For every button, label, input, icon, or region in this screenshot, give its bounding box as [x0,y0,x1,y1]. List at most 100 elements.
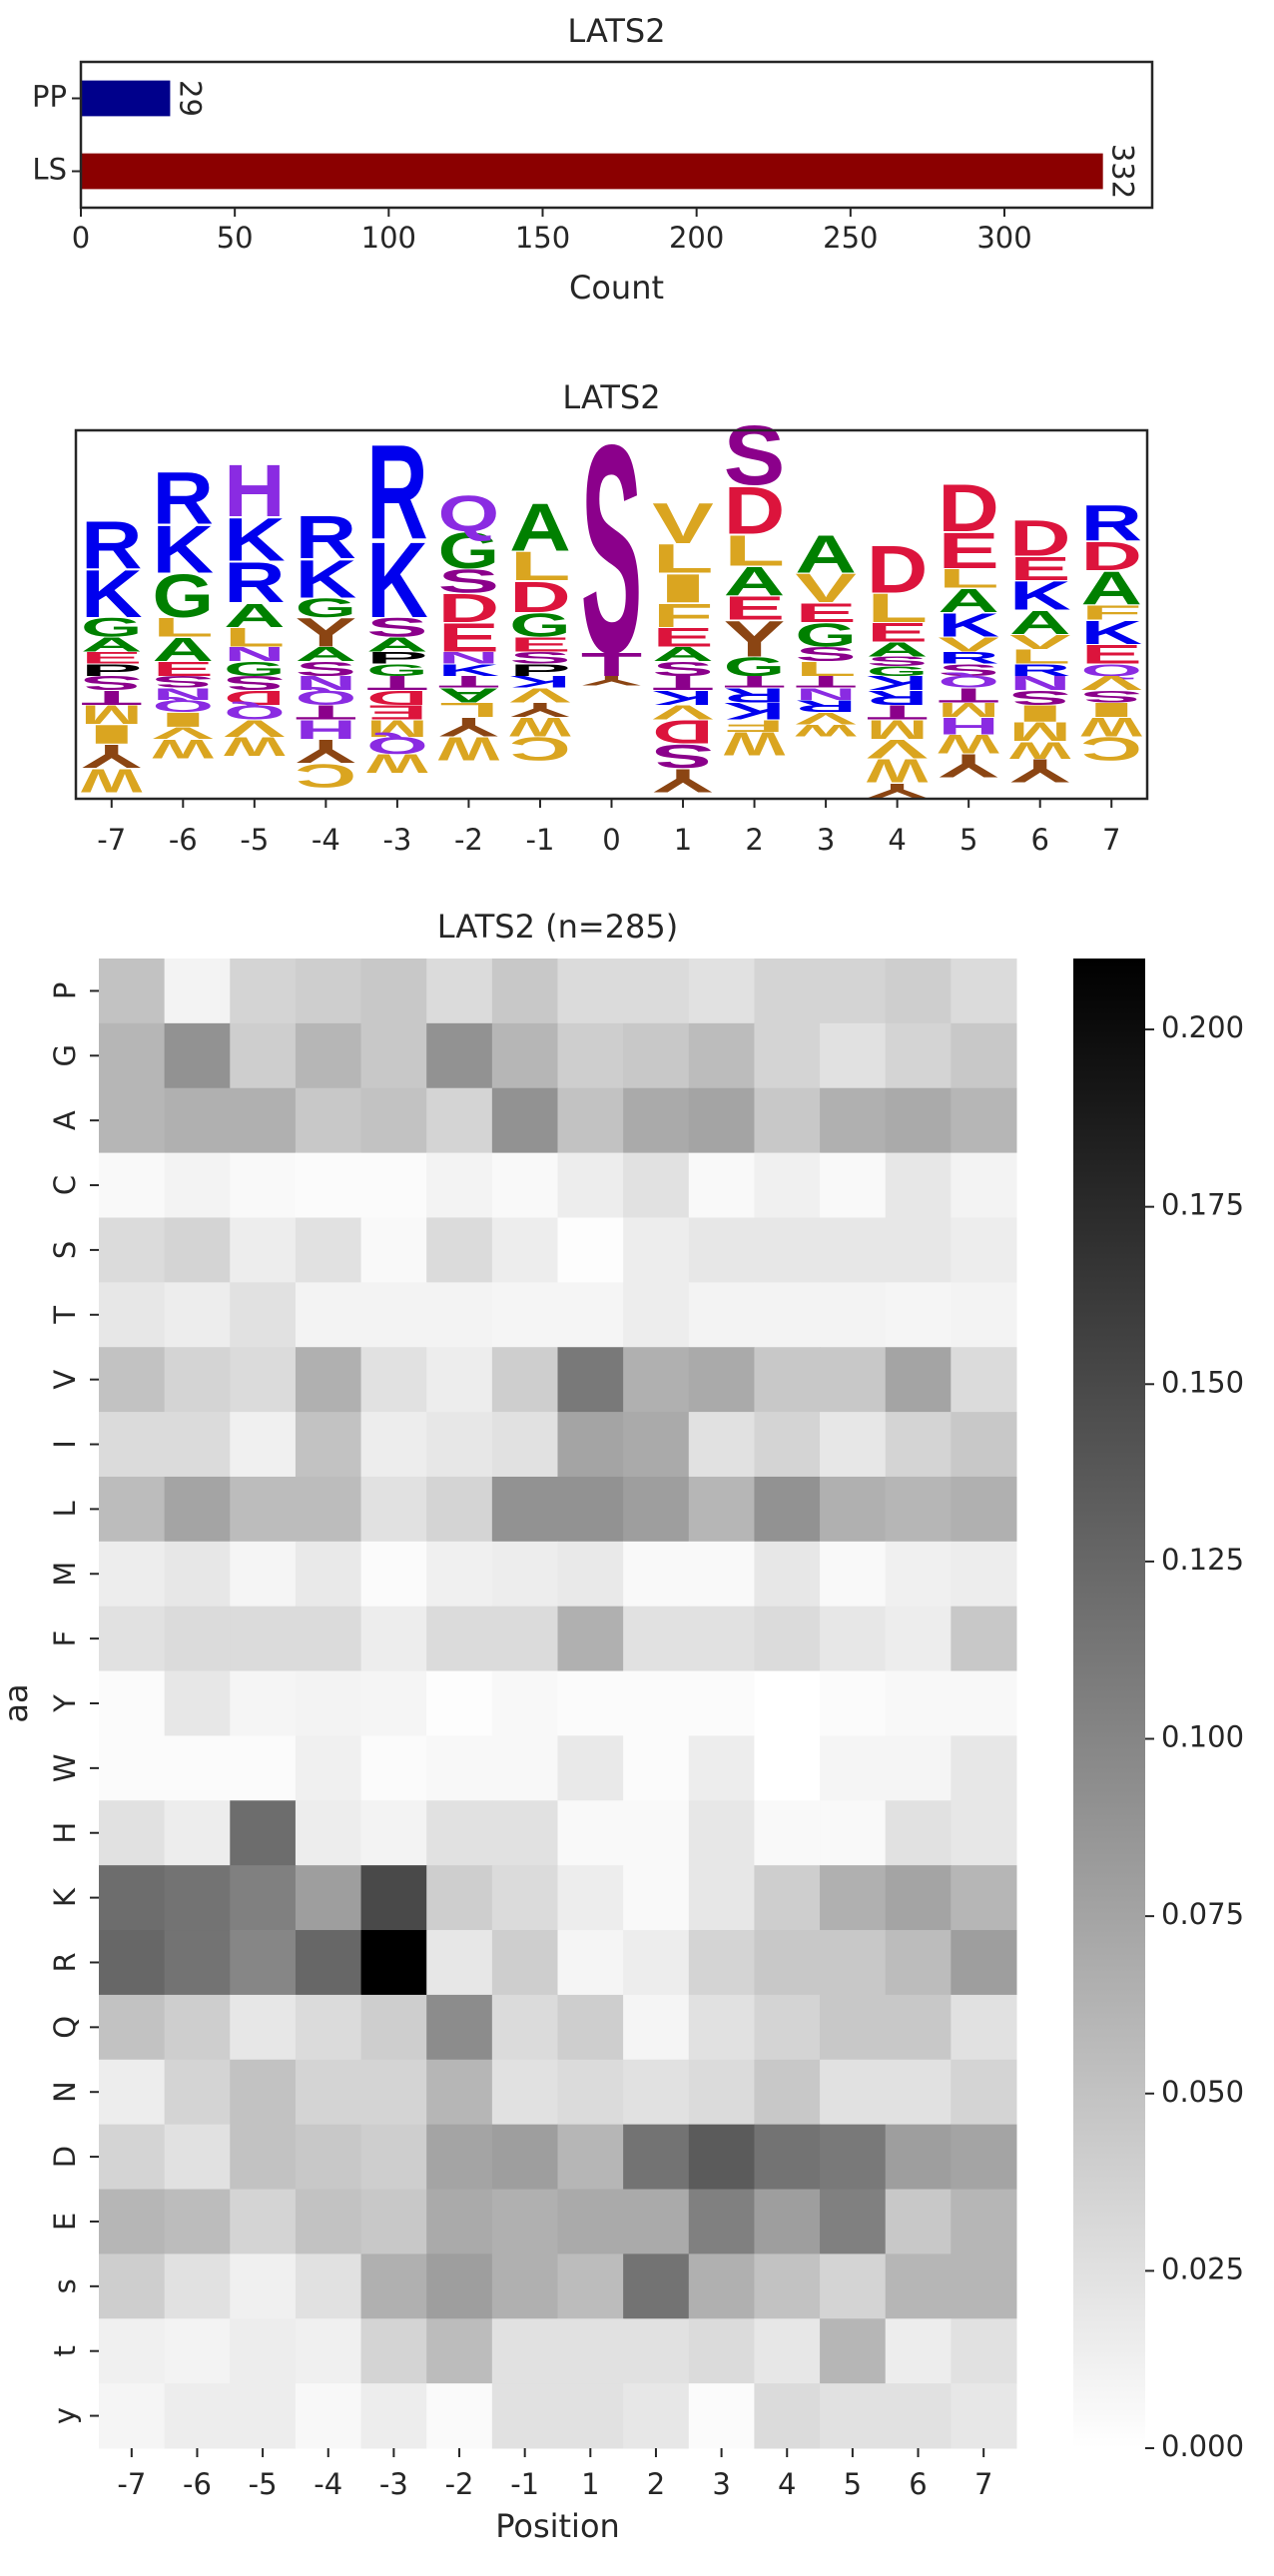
logo-letter: L [938,563,999,593]
heatmap-cell [426,1994,493,2061]
heatmap-cell [164,1735,231,1801]
logo-letter: T [581,645,643,683]
heatmap-cell [557,1217,624,1283]
y-tick-label: E [48,2213,82,2231]
logo-letter: L [224,622,286,652]
logo-letter: W [437,730,499,768]
heatmap-cell [230,959,297,1024]
logo-letter: E [652,622,714,652]
heatmap-cell [820,2059,887,2126]
heatmap-cell [99,1800,166,1866]
heatmap-cell [557,1606,624,1672]
heatmap-cell [491,1476,558,1543]
heatmap-cell [688,959,755,1024]
y-tick-label: Y [48,1694,82,1713]
logo-letter: V [152,724,214,743]
heatmap-cell [360,1282,427,1348]
heatmap-cell [623,2124,690,2191]
logo-letter: V [795,709,857,728]
logo-letter: A [795,524,857,584]
heatmap-cell [688,1087,755,1154]
y-tick-label: y [48,2407,82,2424]
heatmap-cell [164,1476,231,1543]
heatmap-cell [426,1670,493,1736]
x-tick-label: -7 [97,823,126,857]
heatmap-cell [491,1994,558,2061]
logo-letter: E [81,649,143,668]
logo-letter: N [296,672,357,694]
heatmap-cell [295,1541,362,1608]
logo-letter: A [867,638,929,660]
colorbar-tick-label: 0.000 [1161,2429,1244,2463]
x-tick-label: -6 [169,823,198,857]
y-tick-label: D [48,2146,82,2168]
logo-letter: T [724,672,786,691]
heatmap-cell [360,2124,427,2191]
heatmap-cell [885,1412,952,1478]
colorbar-tick-label: 0.150 [1161,1365,1244,1399]
heatmap-cell [820,2383,887,2449]
value-label: 332 [1106,144,1140,199]
heatmap-cell [885,2124,952,2191]
x-tick-label: 7 [1102,823,1120,857]
logo-letter: F [724,717,786,736]
heatmap-cell [360,1217,427,1283]
logo-letter: G [81,612,143,642]
heatmap-cell [491,1412,558,1478]
heatmap-cell [885,2318,952,2384]
y-tick-label: K [48,1887,82,1907]
heatmap-cell [885,1541,952,1608]
heatmap-cell [557,2059,624,2126]
logo-letter: S [795,643,857,665]
heatmap-cell [885,1930,952,1996]
heatmap-cell [885,1022,952,1089]
logo-letter: Y [296,610,357,655]
heatmap-cell [295,1282,362,1348]
heatmap-cell [491,1347,558,1413]
logo-letter: A [153,630,215,668]
heatmap-cell [557,1800,624,1866]
logo-letter: A [366,633,428,655]
logo-letter: P [81,661,143,680]
heatmap-cell [754,1606,821,1672]
heatmap-cell [951,1994,1017,2061]
heatmap-cell [360,1994,427,2061]
logo-letter: S [1009,686,1071,708]
heatmap-cell [951,1217,1017,1283]
logo-letter: G [509,606,571,644]
heatmap-cell [688,1217,755,1283]
heatmap-cell [885,2383,952,2449]
heatmap-cell [230,2383,297,2449]
heatmap-cell [230,1022,297,1089]
logo-letter: W [866,752,928,790]
logo-letter: E [1009,549,1071,587]
logo-letter: W [1080,712,1142,742]
heatmap-cell [426,2189,493,2254]
heatmap-cell [99,1476,166,1543]
heatmap-cell [230,1606,297,1672]
heatmap-cell [426,1412,493,1478]
x-tick-label: -2 [445,2467,474,2501]
heatmap-cell [426,1606,493,1672]
logo-letter: K [867,672,929,694]
logo-letter: G [296,593,357,623]
logo-letter: A [1080,562,1142,615]
heatmap-cell [295,1865,362,1931]
heatmap-cell [491,1217,558,1283]
heatmap-cell [557,2189,624,2254]
heatmap-cell [623,1994,690,2061]
heatmap-cell [426,1541,493,1608]
logo-letter: H [938,713,999,739]
logo-letter: Q [1080,661,1142,680]
heatmap-cell [99,1541,166,1608]
logo-letter: G [153,562,215,630]
heatmap-cell [951,959,1017,1024]
bar [81,80,171,117]
heatmap-cell [688,2059,755,2126]
logo-letter: V [652,701,714,723]
heatmap-cell [754,1670,821,1736]
heatmap-cell [426,2383,493,2449]
heatmap-cell [426,1800,493,1866]
heatmap-cell [491,1087,558,1154]
logo-letter: E [438,615,500,660]
